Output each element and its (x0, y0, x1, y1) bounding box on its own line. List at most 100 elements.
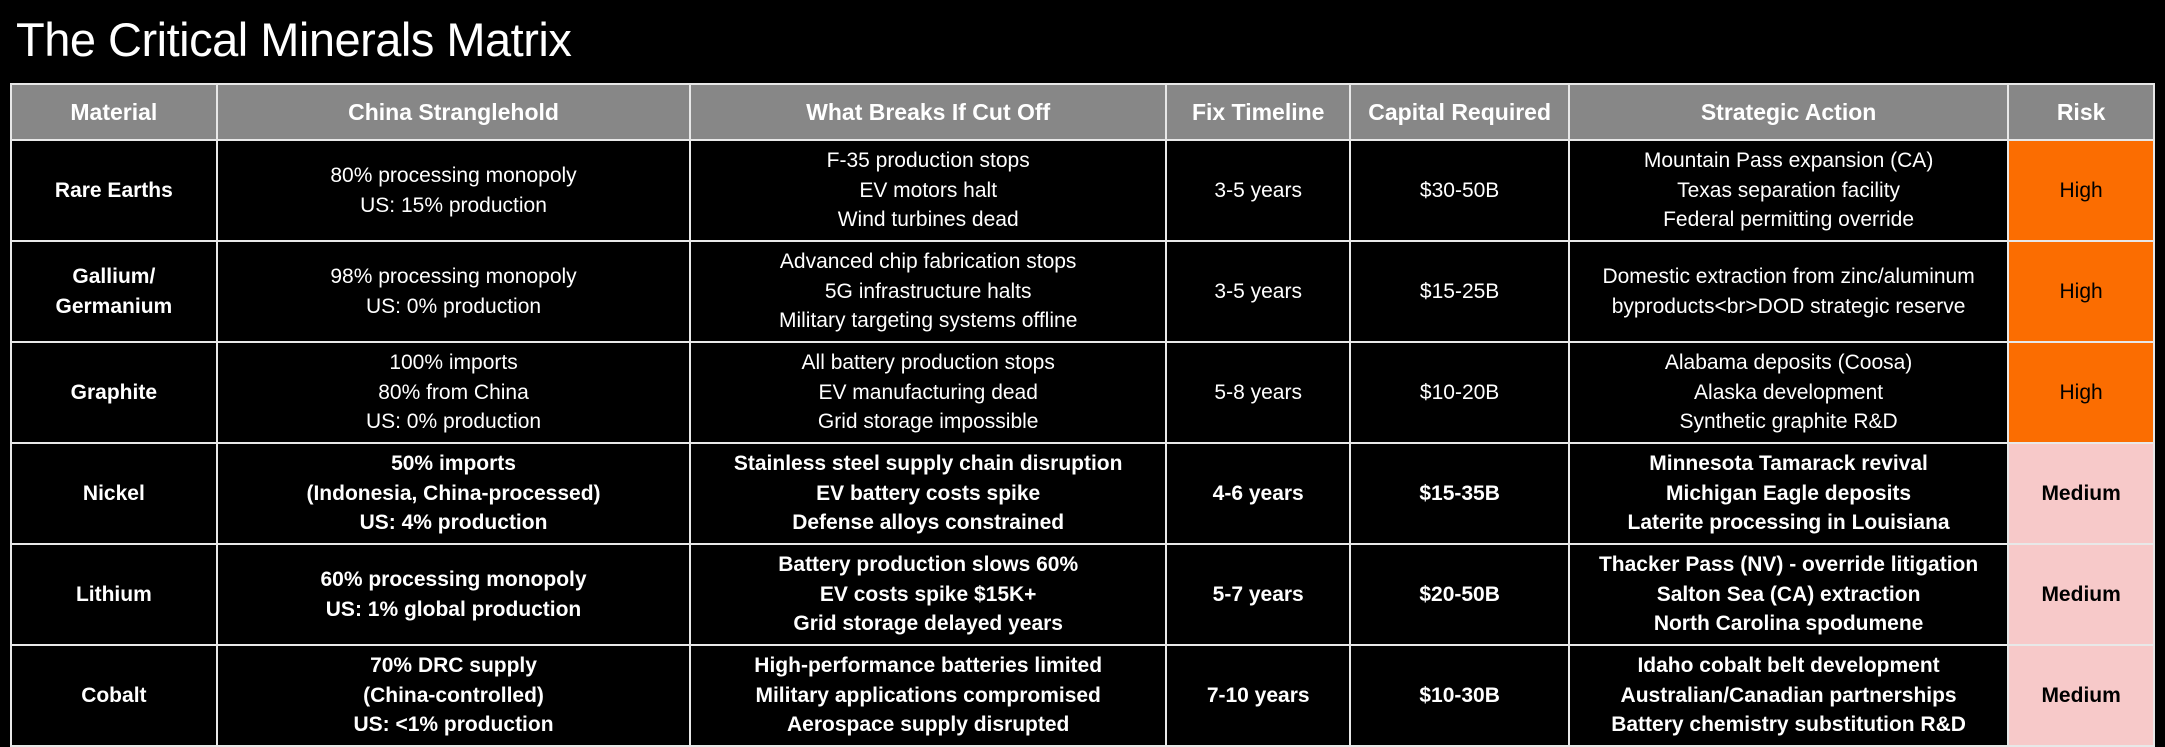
fix-timeline-cell: 7-10 years (1165, 644, 1352, 747)
cell-line: Lithium (75, 582, 152, 606)
cell-line: 3-5 years (1214, 178, 1302, 202)
cell-line: 3-5 years (1214, 279, 1302, 303)
risk-badge-cell: High (2007, 139, 2155, 242)
capital-required-cell: $20-50B (1349, 543, 1570, 646)
cell-line: 5G infrastructure halts (824, 279, 1032, 303)
cell-line: Aerospace supply disrupted (786, 713, 1070, 737)
capital-required-cell: $15-25B (1349, 240, 1570, 343)
cell-line: Grid storage impossible (817, 410, 1039, 434)
cell-line: $10-30B (1419, 683, 1500, 707)
cell-line: High (2059, 279, 2103, 303)
cell-line: High (2059, 380, 2103, 404)
cell-line: All battery production stops (801, 350, 1055, 374)
cell-line: Defense alloys constrained (792, 511, 1065, 535)
material-cell: Cobalt (10, 644, 218, 747)
cell-line: Medium (2041, 582, 2121, 606)
risk-badge-cell: High (2007, 341, 2155, 444)
cell-line: $15-25B (1419, 279, 1500, 303)
cell-line: $20-50B (1419, 582, 1500, 606)
table-row: Graphite 100% imports 80% from China US: 0%… (10, 341, 2155, 444)
strategic-action-cell: Alabama deposits (Coosa) Alaska developme… (1567, 341, 2010, 444)
table-row: Gallium/Germanium 98% processing monopoly… (10, 240, 2155, 343)
capital-required-cell: $10-20B (1349, 341, 1570, 444)
what-breaks-cell: All battery production stops EV manufactu… (689, 341, 1168, 444)
cell-line: Alaska development (1694, 380, 1884, 404)
cell-line: US: 0% production (365, 410, 542, 434)
cell-line: EV manufacturing dead (818, 380, 1038, 404)
column-header-strategic-action: Strategic Action (1567, 83, 2010, 141)
cell-line: Laterite processing in Louisiana (1627, 511, 1950, 535)
cell-line: (China-controlled) (363, 683, 544, 707)
risk-badge-cell: Medium (2007, 543, 2155, 646)
table-row: Lithium 60% processing monopoly US: 1% glo… (10, 543, 2155, 646)
cell-line: Alabama deposits (Coosa) (1664, 350, 1913, 374)
china-stranglehold-cell: 60% processing monopoly US: 1% global pro… (215, 543, 692, 646)
china-stranglehold-cell: 98% processing monopoly US: 0% production (215, 240, 692, 343)
cell-line: Cobalt (81, 683, 147, 707)
cell-line: Grid storage delayed years (793, 612, 1063, 636)
risk-badge-cell: Medium (2007, 442, 2155, 545)
cell-line: $30-50B (1419, 178, 1500, 202)
cell-line: Synthetic graphite R&D (1679, 410, 1898, 434)
cell-line: 80% from China (378, 380, 529, 404)
cell-line: US: 15% production (360, 193, 547, 217)
cell-line: Wind turbines dead (837, 208, 1019, 232)
header-row: Material China Stranglehold What Breaks If… (10, 83, 2155, 141)
cell-line: byproducts<br>DOD strategic reserve (1611, 294, 1966, 318)
cell-line: Advanced chip fabrication stops (779, 249, 1077, 273)
page-title: The Critical Minerals Matrix (16, 13, 572, 66)
cell-line: Military applications compromised (755, 683, 1101, 707)
cell-line: US: 1% global production (325, 597, 582, 621)
column-header-material: Material (10, 83, 218, 141)
material-cell: Graphite (10, 341, 218, 444)
cell-line: Rare Earths (54, 178, 173, 202)
what-breaks-cell: Battery production slows 60% EV costs spi… (689, 543, 1168, 646)
cell-line: EV battery costs spike (816, 481, 1041, 505)
cell-line: Texas separation facility (1677, 178, 1901, 202)
cell-line: Minnesota Tamarack revival (1649, 451, 1928, 475)
what-breaks-cell: Stainless steel supply chain disruption E… (689, 442, 1168, 545)
critical-minerals-table: Material China Stranglehold What Breaks If… (10, 83, 2155, 747)
cell-line: 4-6 years (1212, 481, 1304, 505)
strategic-action-cell: Idaho cobalt belt development Australian/… (1567, 644, 2010, 747)
cell-line: US: 4% production (359, 511, 548, 535)
material-cell: Gallium/Germanium (10, 240, 218, 343)
capital-required-cell: $30-50B (1349, 139, 1570, 242)
cell-line: Gallium/ (72, 264, 156, 288)
what-breaks-cell: F-35 production stops EV motors halt Wind … (689, 139, 1168, 242)
cell-line: 100% imports (389, 350, 518, 374)
cell-line: Australian/Canadian partnerships (1620, 683, 1957, 707)
cell-line: EV motors halt (859, 178, 998, 202)
cell-line: High-performance batteries limited (754, 653, 1103, 677)
fix-timeline-cell: 5-8 years (1165, 341, 1352, 444)
china-stranglehold-cell: 100% imports 80% from China US: 0% product… (215, 341, 692, 444)
cell-line: Germanium (55, 294, 173, 318)
cell-line: EV costs spike $15K+ (819, 582, 1037, 606)
china-stranglehold-cell: 70% DRC supply (China-controlled) US: <1% … (215, 644, 692, 747)
cell-line: US: 0% production (365, 294, 542, 318)
china-stranglehold-cell: 50% imports (Indonesia, China-processed) U… (215, 442, 692, 545)
cell-line: Thacker Pass (NV) - override litigation (1598, 552, 1979, 576)
fix-timeline-cell: 3-5 years (1165, 240, 1352, 343)
cell-line: Military targeting systems offline (778, 309, 1078, 333)
strategic-action-cell: Minnesota Tamarack revival Michigan Eagle… (1567, 442, 2010, 545)
risk-badge-cell: Medium (2007, 644, 2155, 747)
column-header-what-breaks-if-cut-off: What Breaks If Cut Off (689, 83, 1168, 141)
china-stranglehold-cell: 80% processing monopoly US: 15% productio… (215, 139, 692, 242)
cell-line: 5-7 years (1212, 582, 1304, 606)
capital-required-cell: $15-35B (1349, 442, 1570, 545)
cell-line: Graphite (70, 380, 158, 404)
table-body: Rare Earths 80% processing monopoly US: 15… (10, 139, 2155, 747)
cell-line: 98% processing monopoly (330, 264, 577, 288)
table-row: Rare Earths 80% processing monopoly US: 15… (10, 139, 2155, 242)
cell-line: Domestic extraction from zinc/aluminum (1602, 264, 1975, 288)
cell-line: $10-20B (1419, 380, 1500, 404)
fix-timeline-cell: 3-5 years (1165, 139, 1352, 242)
risk-badge-cell: High (2007, 240, 2155, 343)
cell-line: Stainless steel supply chain disruption (733, 451, 1123, 475)
column-header-risk: Risk (2007, 83, 2155, 141)
column-header-fix-timeline: Fix Timeline (1165, 83, 1352, 141)
cell-line: US: <1% production (353, 713, 554, 737)
what-breaks-cell: Advanced chip fabrication stops 5G infras… (689, 240, 1168, 343)
cell-line: Salton Sea (CA) extraction (1656, 582, 1921, 606)
